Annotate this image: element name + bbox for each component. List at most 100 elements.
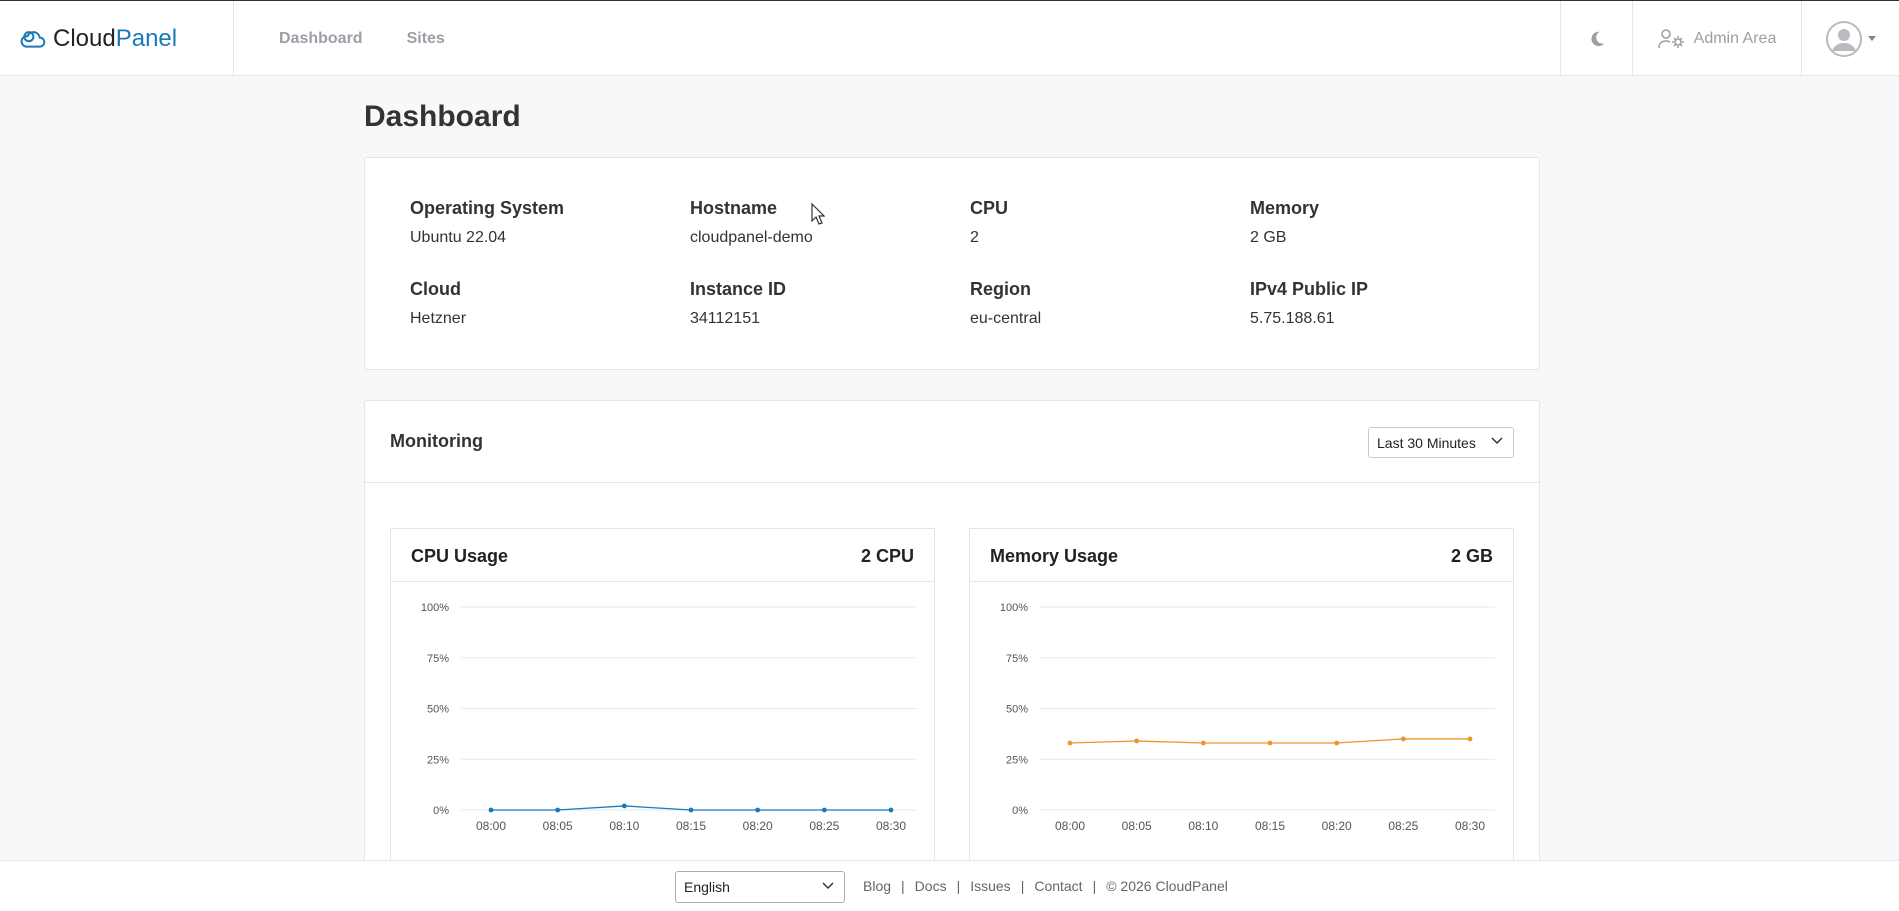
info-value: 5.75.188.61 — [1250, 310, 1335, 327]
info-hostname: Hostname cloudpanel-demo — [690, 198, 813, 247]
data-point[interactable] — [1134, 738, 1140, 744]
brand-logo[interactable]: CloudPanel — [0, 1, 234, 76]
brand-name: CloudPanel — [53, 25, 177, 53]
info-value: Hetzner — [410, 310, 467, 327]
data-point[interactable] — [688, 807, 694, 813]
info-label: Hostname — [690, 198, 778, 218]
monitoring-card: Monitoring Last 30 Minutes CPU Usage 2 C… — [364, 400, 1540, 888]
data-point[interactable] — [1067, 740, 1073, 746]
data-point[interactable] — [1200, 740, 1206, 746]
mouse-cursor-icon — [811, 203, 825, 225]
data-point[interactable] — [1467, 736, 1473, 742]
data-point[interactable] — [888, 807, 894, 813]
info-cloud: Cloud Hetzner — [410, 279, 466, 328]
x-tick-label: 08:10 — [609, 819, 639, 833]
x-tick-label: 08:30 — [1455, 819, 1485, 833]
admin-area-link[interactable]: Admin Area — [1632, 1, 1801, 76]
chart-header: CPU Usage 2 CPU — [391, 529, 934, 582]
data-point[interactable] — [621, 803, 627, 809]
footer-copyright: © 2026 CloudPanel — [1106, 878, 1228, 894]
y-tick-label: 75% — [427, 653, 449, 665]
time-range-select[interactable]: Last 30 Minutes — [1368, 427, 1514, 458]
chart-header: Memory Usage 2 GB — [970, 529, 1513, 582]
x-tick-label: 08:15 — [1255, 819, 1285, 833]
info-value: eu-central — [970, 310, 1042, 327]
chevron-down-icon — [1867, 36, 1876, 41]
footer-links: Blog | Docs | Issues | Contact | © 2026 … — [863, 878, 1228, 894]
data-point[interactable] — [488, 807, 494, 813]
footer-separator: | — [901, 878, 905, 894]
info-label: CPU — [970, 198, 1009, 218]
cloud-icon — [20, 31, 46, 48]
chart-badge: 2 CPU — [860, 546, 914, 566]
data-point[interactable] — [1334, 740, 1340, 746]
x-tick-label: 08:25 — [809, 819, 839, 833]
x-tick-label: 08:05 — [1122, 819, 1152, 833]
data-point[interactable] — [555, 807, 561, 813]
info-memory: Memory 2 GB — [1250, 198, 1319, 247]
footer-link-issues[interactable]: Issues — [970, 878, 1011, 894]
y-tick-label: 25% — [427, 754, 449, 766]
theme-toggle-button[interactable] — [1560, 1, 1632, 76]
footer-link-contact[interactable]: Contact — [1034, 878, 1083, 894]
footer-link-docs[interactable]: Docs — [914, 878, 947, 894]
info-value: 2 GB — [1250, 229, 1287, 246]
cpu-usage-chart-card: CPU Usage 2 CPU 100% 75% 50% 25% 0% 08:00 08:0… — [390, 528, 935, 888]
info-value: 2 — [970, 229, 979, 246]
footer-separator: | — [956, 878, 961, 894]
info-label: IPv4 Public IP — [1250, 279, 1369, 299]
user-menu[interactable] — [1801, 1, 1899, 76]
x-tick-label: 08:15 — [676, 819, 706, 833]
footer-separator: | — [1020, 878, 1025, 894]
main-nav: Dashboard Sites — [279, 1, 445, 76]
language-value: English — [684, 879, 730, 895]
server-info-card: Operating System Ubuntu 22.04 Hostname c… — [364, 157, 1540, 370]
users-cog-icon — [1657, 28, 1684, 48]
monitoring-title: Monitoring — [390, 431, 483, 451]
nav-sites[interactable]: Sites — [406, 29, 445, 47]
brand-name-part2: Panel — [115, 24, 178, 52]
top-navbar: CloudPanel Dashboard Sites Admin Area — [0, 0, 1899, 76]
footer-separator: | — [1092, 878, 1097, 894]
info-value: 34112151 — [690, 310, 760, 327]
x-tick-label: 08:20 — [1322, 819, 1352, 833]
footer: English Blog | Docs | Issues | Contact |… — [0, 860, 1899, 911]
info-ipv4: IPv4 Public IP 5.75.188.61 — [1250, 279, 1368, 328]
info-cpu: CPU 2 — [970, 198, 1008, 247]
y-tick-label: 100% — [421, 602, 449, 614]
info-label: Operating System — [410, 198, 565, 218]
info-label: Instance ID — [690, 279, 787, 299]
info-instance-id: Instance ID 34112151 — [690, 279, 786, 328]
data-point[interactable] — [821, 807, 827, 813]
nav-dashboard[interactable]: Dashboard — [279, 29, 363, 47]
header-actions: Admin Area — [1560, 1, 1899, 76]
y-tick-label: 0% — [1012, 805, 1028, 817]
x-tick-label: 08:20 — [743, 819, 773, 833]
monitoring-header: Monitoring Last 30 Minutes — [365, 401, 1539, 483]
avatar — [1825, 20, 1862, 57]
chart-badge: 2 GB — [1450, 546, 1493, 566]
data-point[interactable] — [755, 807, 761, 813]
footer-link-blog[interactable]: Blog — [863, 878, 892, 894]
data-point[interactable] — [1400, 736, 1406, 742]
data-point[interactable] — [1267, 740, 1273, 746]
y-tick-label: 0% — [433, 805, 449, 817]
brand-name-part1: Cloud — [53, 24, 116, 52]
y-tick-label: 50% — [427, 704, 449, 716]
memory-usage-chart-card: Memory Usage 2 GB 100% 75% 50% 25% 0% 08:00 08… — [969, 528, 1514, 888]
y-tick-label: 25% — [1006, 754, 1028, 766]
x-tick-label: 08:10 — [1188, 819, 1218, 833]
info-region: Region eu-central — [970, 279, 1041, 328]
info-value: Ubuntu 22.04 — [410, 229, 507, 246]
x-tick-label: 08:25 — [1388, 819, 1418, 833]
x-tick-label: 08:05 — [543, 819, 573, 833]
moon-icon — [1590, 31, 1604, 46]
chevron-down-icon — [822, 882, 834, 890]
language-select[interactable]: English — [675, 871, 845, 903]
chevron-down-icon — [1491, 437, 1503, 445]
x-tick-label: 08:00 — [476, 819, 506, 833]
time-range-value: Last 30 Minutes — [1377, 435, 1476, 451]
info-label: Region — [970, 279, 1031, 299]
x-tick-label: 08:00 — [1055, 819, 1085, 833]
info-label: Memory — [1250, 198, 1320, 218]
